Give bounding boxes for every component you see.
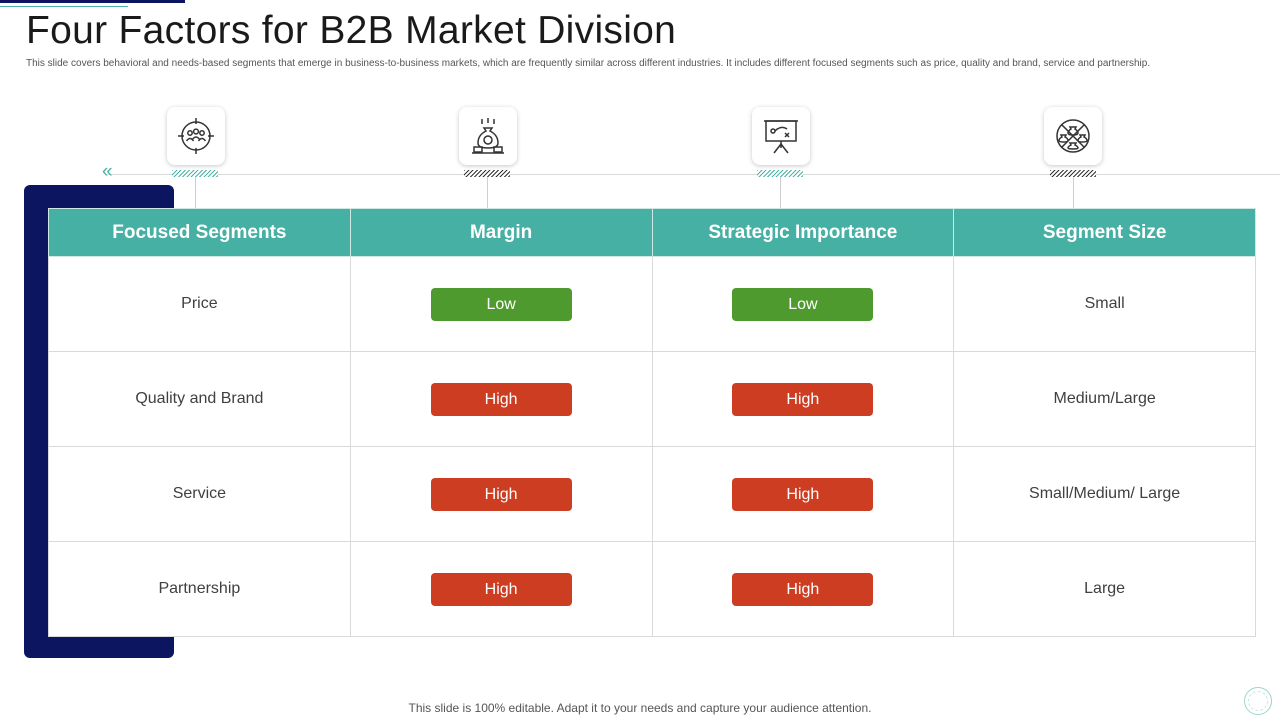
margin-cell: High bbox=[349, 351, 653, 447]
margin-badge: High bbox=[430, 477, 572, 511]
table-row: Service High High Small/Medium/ Large bbox=[48, 446, 1256, 542]
icon-hatch bbox=[757, 170, 803, 177]
double-chevron-left-icon: « bbox=[102, 161, 113, 182]
table-header-row: Focused Segments Margin Strategic Import… bbox=[48, 208, 1256, 257]
importance-badge: Low bbox=[732, 287, 874, 321]
segment-cell: Service bbox=[48, 446, 351, 542]
margin-badge: High bbox=[430, 572, 572, 606]
icon-connector bbox=[195, 177, 196, 208]
segment-cell: Quality and Brand bbox=[48, 351, 351, 447]
icon-hatch bbox=[1050, 170, 1096, 177]
importance-cell: High bbox=[651, 351, 955, 447]
money-bag-stack-icon bbox=[472, 118, 504, 154]
top-accent-line bbox=[0, 6, 128, 7]
segment-cell: Price bbox=[48, 256, 351, 352]
segment-cell: Partnership bbox=[48, 541, 351, 637]
strategy-board-icon bbox=[764, 120, 798, 154]
segment-circle-icon bbox=[1056, 119, 1090, 153]
table-row: Quality and Brand High High Medium/Large bbox=[48, 351, 1256, 447]
header-focused-segments: Focused Segments bbox=[48, 208, 351, 257]
header-segment-size: Segment Size bbox=[953, 208, 1256, 257]
corner-circle-icon bbox=[1244, 687, 1272, 715]
factors-table: Focused Segments Margin Strategic Import… bbox=[48, 208, 1256, 637]
icon-connector bbox=[780, 177, 781, 208]
icon-connector bbox=[1073, 177, 1074, 208]
money-bag-icon-box bbox=[459, 107, 517, 165]
timeline-line bbox=[105, 174, 1280, 175]
icon-hatch bbox=[464, 170, 510, 177]
importance-badge: High bbox=[732, 382, 874, 416]
header-strategic-importance: Strategic Importance bbox=[651, 208, 955, 257]
margin-badge: Low bbox=[430, 287, 572, 321]
size-cell: Small/Medium/ Large bbox=[953, 446, 1256, 542]
slide-subtitle: This slide covers behavioral and needs-b… bbox=[26, 58, 1151, 69]
size-cell: Small bbox=[953, 256, 1256, 352]
icon-hatch bbox=[172, 170, 218, 177]
importance-cell: High bbox=[651, 541, 955, 637]
strategy-board-icon-box bbox=[752, 107, 810, 165]
icon-connector bbox=[487, 177, 488, 208]
margin-cell: High bbox=[349, 541, 653, 637]
target-group-icon bbox=[178, 118, 214, 154]
size-cell: Large bbox=[953, 541, 1256, 637]
top-accent-bar bbox=[0, 0, 185, 3]
slide-footer: This slide is 100% editable. Adapt it to… bbox=[408, 701, 872, 715]
importance-badge: High bbox=[732, 477, 874, 511]
target-group-icon-box bbox=[167, 107, 225, 165]
importance-cell: High bbox=[651, 446, 955, 542]
margin-cell: Low bbox=[349, 256, 653, 352]
size-cell: Medium/Large bbox=[953, 351, 1256, 447]
importance-cell: Low bbox=[651, 256, 955, 352]
table-row: Partnership High High Large bbox=[48, 541, 1256, 637]
header-margin: Margin bbox=[349, 208, 653, 257]
slide-title: Four Factors for B2B Market Division bbox=[26, 9, 677, 52]
importance-badge: High bbox=[732, 572, 874, 606]
segment-circle-icon-box bbox=[1044, 107, 1102, 165]
margin-badge: High bbox=[430, 382, 572, 416]
margin-cell: High bbox=[349, 446, 653, 542]
table-row: Price Low Low Small bbox=[48, 256, 1256, 352]
